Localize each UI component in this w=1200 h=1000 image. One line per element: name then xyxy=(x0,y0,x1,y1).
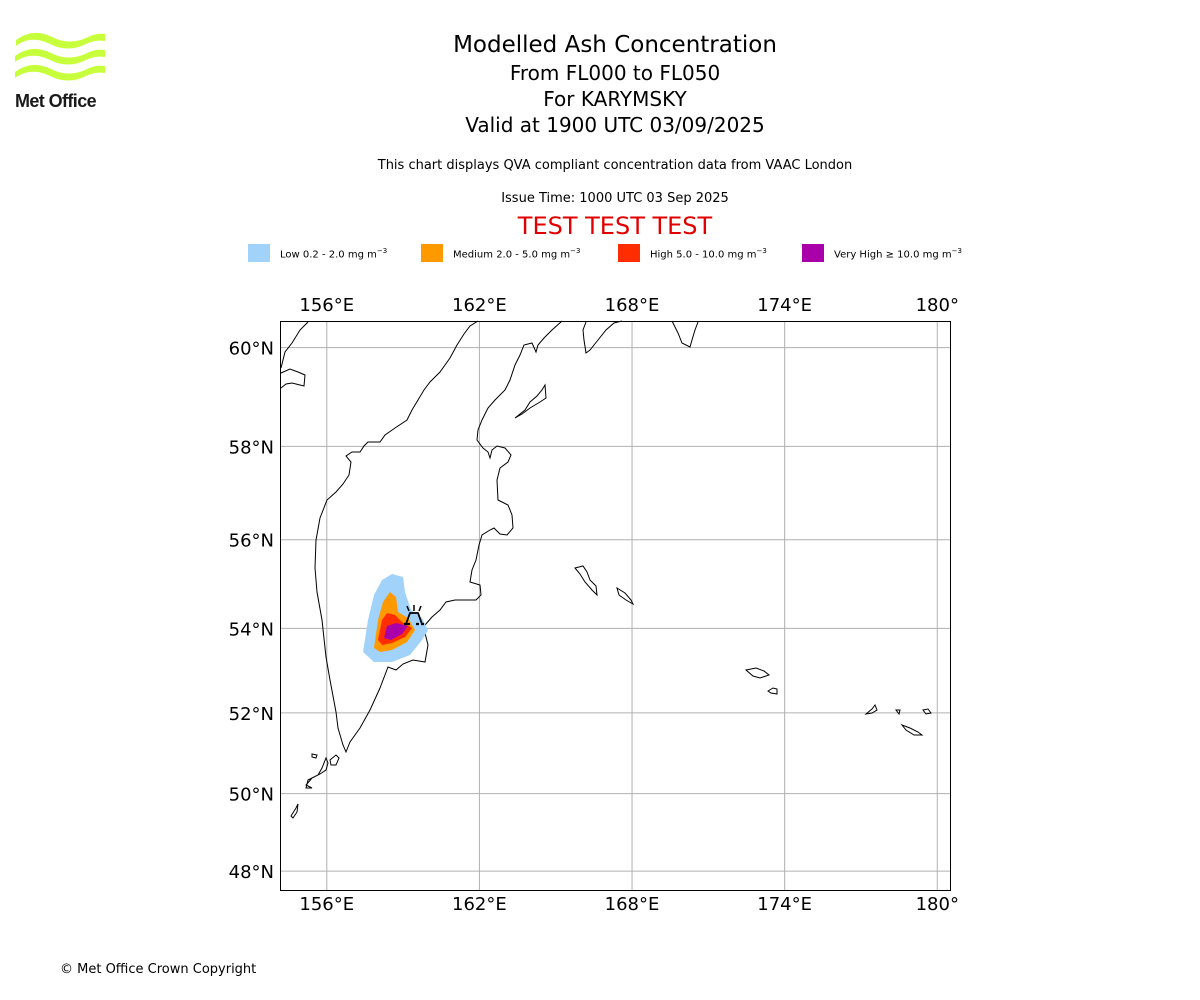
legend-range-low: 0.2 - 2.0 xyxy=(302,249,345,261)
lon-tick-label-bottom: 168°E xyxy=(605,894,660,915)
medny-island xyxy=(616,586,635,606)
copyright-notice: © Met Office Crown Copyright xyxy=(60,962,257,977)
rat-island-1 xyxy=(864,703,878,715)
bering-island xyxy=(574,565,598,597)
flight-level-range: From FL000 to FL050 xyxy=(509,61,721,85)
lat-tick-label: 48°N xyxy=(229,862,274,883)
legend-name-very-high: Very High xyxy=(834,249,883,261)
legend-unit-high: mg m xyxy=(727,249,757,261)
kuril-island-1 xyxy=(311,753,318,759)
legend-exp-medium: −3 xyxy=(570,247,581,255)
lon-tick-label-top: 174°E xyxy=(757,295,812,316)
mainland-west-coastline xyxy=(280,368,306,389)
lat-tick-label: 52°N xyxy=(229,704,274,725)
lon-tick-label-top: 180° xyxy=(916,295,959,316)
legend-unit-very-high: mg m xyxy=(922,249,952,261)
kuril-island-3 xyxy=(305,756,329,789)
lat-tick-label: 54°N xyxy=(229,619,274,640)
legend-range-medium: 2.0 - 5.0 xyxy=(496,249,538,261)
kamchatka-coastline xyxy=(280,320,699,754)
map-gridlines xyxy=(281,322,950,890)
volcano-name: For KARYMSKY xyxy=(543,87,687,111)
lon-tick-label-top: 156°E xyxy=(299,295,354,316)
lon-tick-label-bottom: 180° xyxy=(916,894,959,915)
chart-title-block: Modelled Ash Concentration From FL000 to… xyxy=(315,30,915,138)
kuril-island-4 xyxy=(290,803,299,819)
legend-swatch-low xyxy=(248,244,270,262)
lat-tick-label: 58°N xyxy=(229,437,274,458)
legend-exp-low: −3 xyxy=(376,247,388,255)
legend-exp-very-high: −3 xyxy=(951,247,962,255)
lon-tick-label-top: 162°E xyxy=(452,295,507,316)
volcano-icon xyxy=(404,605,424,626)
legend-exp-high: −3 xyxy=(756,247,767,255)
legend-range-high: 5.0 - 10.0 xyxy=(676,249,725,261)
rat-island-2 xyxy=(895,709,901,716)
amchitka-island xyxy=(900,723,924,736)
met-office-waves-icon xyxy=(15,32,105,81)
legend-unit-low: mg m xyxy=(347,249,377,261)
rat-island-3 xyxy=(922,708,932,715)
lon-tick-label-top: 168°E xyxy=(605,295,660,316)
near-island-attu xyxy=(744,667,771,679)
legend-swatch-medium xyxy=(421,244,443,262)
lat-tick-label: 56°N xyxy=(229,531,274,552)
compliance-note: This chart displays QVA compliant concen… xyxy=(377,158,853,173)
valid-time: Valid at 1900 UTC 03/09/2025 xyxy=(465,113,765,137)
legend-name-high: High xyxy=(650,249,673,261)
lon-tick-label-bottom: 174°E xyxy=(757,894,812,915)
chart-title: Modelled Ash Concentration xyxy=(453,32,777,58)
map-tick-labels: 156°E 156°E 162°E 162°E 168°E 168°E 174°E 174°E… xyxy=(229,295,959,915)
map-frame xyxy=(280,321,951,891)
lat-tick-label: 50°N xyxy=(229,785,274,806)
lon-tick-label-bottom: 162°E xyxy=(452,894,507,915)
legend-swatch-very-high xyxy=(802,244,824,262)
legend-name-medium: Medium xyxy=(453,249,493,261)
legend-swatch-high xyxy=(618,244,640,262)
kuril-island-2 xyxy=(329,754,340,766)
legend-range-very-high: ≥ 10.0 xyxy=(885,249,920,261)
near-island-small xyxy=(767,687,778,695)
issue-time: Issue Time: 1000 UTC 03 Sep 2025 xyxy=(501,191,729,206)
lon-tick-label-bottom: 156°E xyxy=(299,894,354,915)
test-banner: TEST TEST TEST xyxy=(517,212,713,240)
legend-name-low: Low xyxy=(280,249,300,261)
met-office-logo: Met Office xyxy=(14,30,108,114)
lat-tick-label: 60°N xyxy=(229,339,274,360)
karaginsky-island xyxy=(514,383,547,419)
logo-text: Met Office xyxy=(15,91,97,111)
legend-unit-medium: mg m xyxy=(541,249,571,261)
ash-plume-very-high xyxy=(384,623,408,640)
